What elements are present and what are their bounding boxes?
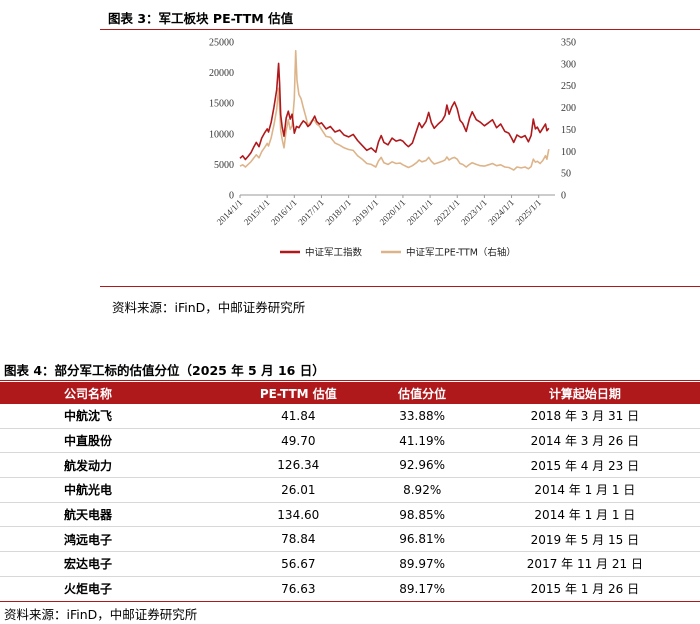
figure-4-source: 资料来源：iFinD，中邮证券研究所	[4, 607, 198, 622]
cell-company: 宏达电子	[0, 551, 223, 577]
x-tick-label: 2018/1/1	[323, 197, 353, 227]
cell-company: 鸿远电子	[0, 526, 223, 553]
cell-date: 2018 年 3 月 31 日	[469, 404, 700, 429]
table-header-row: 公司名称 PE-TTM 估值 估值分位 计算起始日期	[0, 382, 700, 404]
cell-date: 2017 年 11 月 21 日	[469, 551, 700, 577]
cell-pe: 134.60	[222, 502, 375, 528]
cell-company: 航发动力	[0, 452, 223, 479]
cell-percentile: 92.96%	[374, 452, 470, 479]
right-y-tick-label: 300	[561, 59, 576, 70]
right-y-tick-label: 50	[561, 169, 571, 180]
left-y-tick-label: 20000	[209, 68, 234, 79]
cell-company: 航天电器	[0, 502, 223, 528]
pe-ttm-chart: 0 5000 10000 15000 20000 25000 0 50 100 150 200 250…	[209, 38, 576, 259]
cell-date: 2019 年 5 月 15 日	[469, 526, 700, 553]
cell-company: 火炬电子	[0, 576, 223, 602]
x-tick-label: 2022/1/1	[432, 197, 462, 227]
table-row: 中航沈飞 41.84 33.88% 2018 年 3 月 31 日	[0, 404, 700, 429]
x-tick-label: 2020/1/1	[378, 197, 408, 227]
cell-pe: 49.70	[222, 428, 375, 454]
figure-3-source: 资料来源：iFinD，中邮证券研究所	[112, 300, 306, 315]
cell-date: 2014 年 1 月 1 日	[469, 477, 700, 503]
cell-pe: 56.67	[222, 551, 375, 577]
left-y-tick-label: 0	[229, 191, 234, 202]
figure-4-title: 图表 4：部分军工标的估值分位（2025 年 5 月 16 日）	[4, 363, 325, 378]
valuation-table: 公司名称 PE-TTM 估值 估值分位 计算起始日期 中航沈飞 41.84 33.8…	[0, 382, 700, 602]
cell-pe: 41.84	[222, 404, 375, 429]
cell-percentile: 98.85%	[374, 502, 470, 528]
table-row: 宏达电子 56.67 89.97% 2017 年 11 月 21 日	[0, 551, 700, 577]
cell-pe: 78.84	[222, 526, 375, 553]
legend-label-index: 中证军工指数	[305, 247, 363, 259]
table-row: 鸿远电子 78.84 96.81% 2019 年 5 月 15 日	[0, 526, 700, 553]
x-tick-label: 2014/1/1	[215, 197, 245, 227]
right-y-tick-label: 250	[561, 81, 576, 92]
table-row: 中航光电 26.01 8.92% 2014 年 1 月 1 日	[0, 477, 700, 503]
cell-pe: 26.01	[222, 477, 375, 503]
right-y-tick-label: 100	[561, 147, 576, 158]
cell-percentile: 96.81%	[374, 526, 470, 553]
left-y-tick-label: 10000	[209, 129, 234, 140]
table-row: 火炬电子 76.63 89.17% 2015 年 1 月 26 日	[0, 576, 700, 602]
title-divider	[100, 29, 700, 30]
x-tick-label: 2021/1/1	[405, 197, 435, 227]
cell-percentile: 41.19%	[374, 428, 470, 454]
x-tick-label: 2017/1/1	[296, 197, 326, 227]
pe-ttm-series-line	[239, 49, 550, 171]
x-tick-label: 2023/1/1	[459, 197, 489, 227]
header-percentile: 估值分位	[374, 382, 470, 404]
right-y-tick-label: 200	[561, 103, 576, 114]
cell-percentile: 8.92%	[374, 477, 470, 503]
cell-date: 2015 年 4 月 23 日	[469, 452, 700, 479]
x-tick-label: 2019/1/1	[350, 197, 380, 227]
header-company: 公司名称	[0, 382, 223, 404]
header-start-date: 计算起始日期	[469, 382, 700, 404]
x-tick-label: 2016/1/1	[269, 197, 299, 227]
x-tick-label: 2025/1/1	[513, 197, 543, 227]
right-y-tick-label: 150	[561, 125, 576, 136]
cell-percentile: 89.97%	[374, 551, 470, 577]
x-tick-label: 2024/1/1	[486, 197, 516, 227]
figure-3-title: 图表 3：军工板块 PE-TTM 估值	[108, 11, 294, 26]
cell-pe: 76.63	[222, 576, 375, 602]
right-y-tick-label: 350	[561, 38, 576, 49]
cell-company: 中直股份	[0, 428, 223, 454]
right-y-tick-label: 0	[561, 191, 566, 202]
cell-percentile: 33.88%	[374, 404, 470, 429]
chart-bottom-divider	[100, 286, 700, 287]
table-top-divider	[0, 380, 700, 381]
table-row: 中直股份 49.70 41.19% 2014 年 3 月 26 日	[0, 428, 700, 454]
left-y-tick-label: 15000	[209, 99, 234, 110]
table-row: 航天电器 134.60 98.85% 2014 年 1 月 1 日	[0, 502, 700, 528]
cell-percentile: 89.17%	[374, 576, 470, 602]
index-series-line	[239, 62, 550, 161]
cell-company: 中航沈飞	[0, 404, 223, 429]
table-row: 航发动力 126.34 92.96% 2015 年 4 月 23 日	[0, 452, 700, 479]
cell-date: 2014 年 1 月 1 日	[469, 502, 700, 528]
cell-company: 中航光电	[0, 477, 223, 503]
cell-date: 2014 年 3 月 26 日	[469, 428, 700, 454]
cell-date: 2015 年 1 月 26 日	[469, 576, 700, 602]
left-y-tick-label: 25000	[209, 38, 234, 49]
x-tick-label: 2015/1/1	[242, 197, 272, 227]
left-y-tick-label: 5000	[214, 160, 234, 171]
cell-pe: 126.34	[222, 452, 375, 479]
header-pe-ttm: PE-TTM 估值	[222, 382, 375, 404]
legend-label-pe-ttm: 中证军工PE-TTM（右轴）	[406, 247, 516, 259]
